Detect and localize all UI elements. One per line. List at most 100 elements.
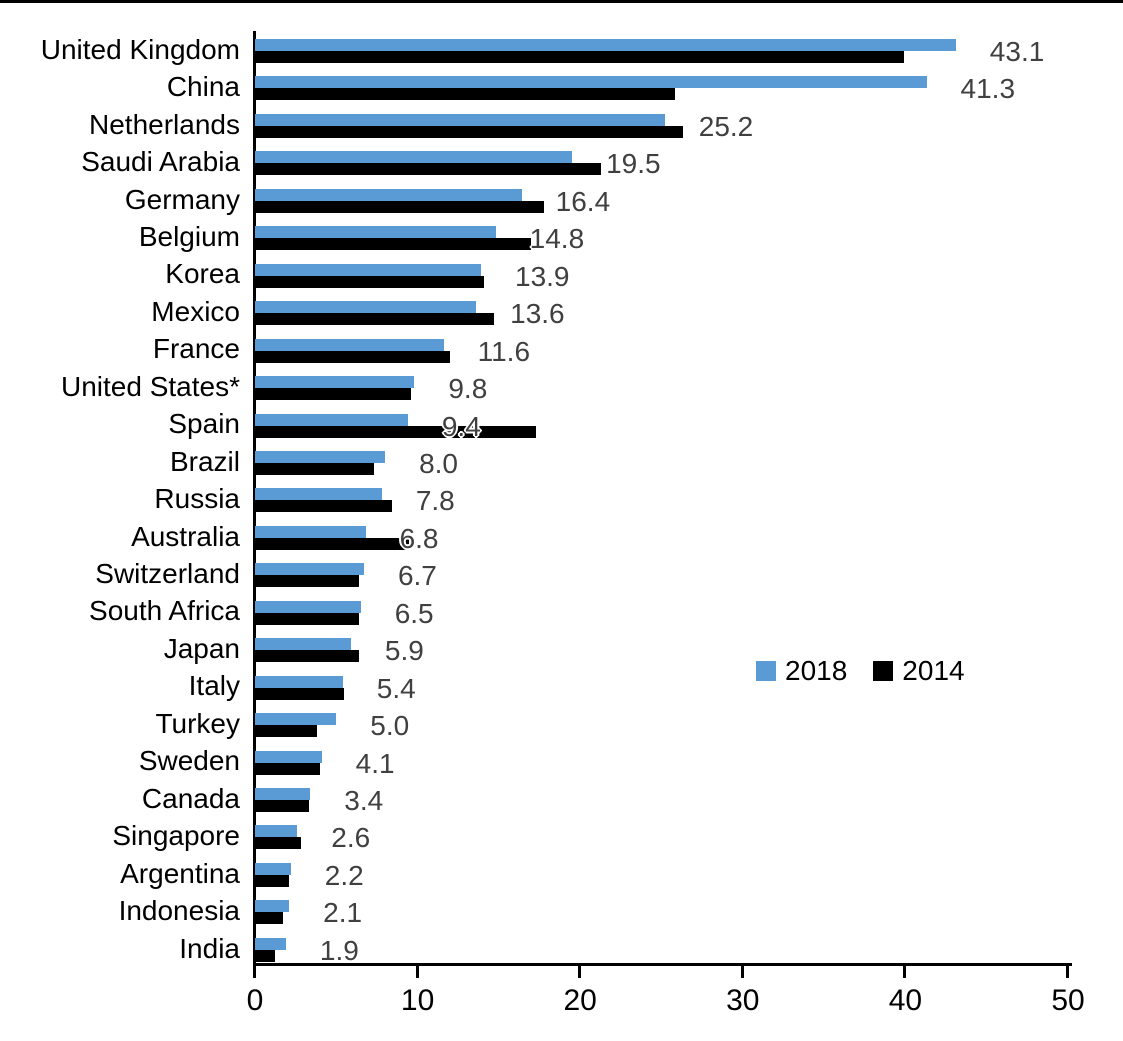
category-label: France [152,333,240,365]
bar-2014 [255,650,360,663]
x-axis-tick [903,966,907,978]
category-label: South Africa [89,595,240,627]
legend-label-2018: 2018 [785,655,848,686]
bar-2018 [255,675,343,688]
legend: 2018 2014 [756,656,965,686]
bar-2018 [255,39,956,51]
category-label: Germany [124,183,240,215]
bar-2014 [255,125,683,138]
top-border-rule [0,0,1123,3]
legend-item-2014: 2014 [873,655,965,686]
bar-2018 [255,450,386,463]
category-label: United States* [61,370,240,402]
bar-2014 [255,163,602,176]
value-label-2018: 43.1 [989,36,1045,67]
bar-2018 [255,900,290,913]
category-label: Belgium [138,220,240,252]
bar-2014 [255,425,537,438]
bar-2014 [255,575,360,588]
y-axis-line [253,31,256,966]
bar-2018 [255,750,322,763]
legend-swatch-2018-icon [756,661,776,681]
value-label-2018: 16.4 [555,185,611,217]
value-label-2018: 9.8 [448,373,488,405]
category-label: China [166,71,240,103]
category-label: Brazil [169,445,240,477]
value-label-2018: 3.4 [344,785,384,816]
bar-2018 [255,825,298,838]
bar-2014 [255,537,410,550]
x-axis-tick [253,966,256,978]
x-axis-tick-label: 40 [888,984,923,1017]
bar-2014 [255,762,321,775]
value-label-2018: 8.0 [419,447,459,479]
bar-2018 [255,563,364,576]
bar-2014 [255,88,675,101]
x-axis-tick [740,966,744,978]
value-label-2018: 2.6 [331,822,371,854]
bar-2018 [255,488,382,501]
bar-2014 [255,238,532,251]
bar-2018 [255,226,496,239]
bar-2018 [255,713,337,726]
category-label: United Kingdom [40,33,240,65]
legend-swatch-2014-icon [873,661,894,681]
value-label-2018: 6.5 [394,597,434,629]
bar-2018 [255,937,286,950]
category-label: Singapore [112,820,240,852]
bar-2018 [255,338,444,351]
value-label-2018: 6.7 [397,560,437,592]
value-label-2018: 11.6 [477,335,531,367]
bar-2014 [255,912,283,925]
bar-2014 [255,800,309,812]
x-axis-tick [1066,966,1069,978]
x-axis-tick-label: 10 [400,984,435,1017]
bar-2014 [255,612,360,625]
bar-2018 [255,638,351,651]
value-label-2018: 13.6 [510,298,565,330]
bar-2014 [255,725,317,738]
bar-2014 [255,388,412,401]
legend-item-2018: 2018 [756,656,847,686]
bar-2018 [255,263,481,276]
value-label-2018: 1.9 [319,934,359,966]
bar-2018 [255,113,665,126]
value-label-2018: 2.1 [323,897,363,929]
value-label-2018: 2.2 [324,859,364,891]
category-label: Turkey [155,707,240,739]
category-label: Saudi Arabia [81,146,240,178]
category-label: Sweden [138,745,240,777]
category-label: Spain [168,408,240,440]
x-axis-line [253,963,1072,966]
category-label: Indonesia [118,895,240,927]
value-label-2018: 13.9 [515,260,570,292]
value-label-2018: 5.0 [370,710,410,742]
bar-2014 [255,313,495,326]
bar-2014 [255,500,392,513]
category-label: Japan [163,632,240,664]
bar-2014 [255,837,301,850]
bar-2018 [255,600,361,613]
bar-2014 [255,275,485,288]
bar-2014 [255,462,374,475]
category-label: Italy [188,670,240,702]
value-label-2018: 5.4 [376,672,416,704]
bar-2018 [255,788,311,800]
bar-2014 [255,200,545,213]
category-label: Korea [165,258,240,290]
bar-2018 [255,188,522,201]
bar-2018 [255,862,291,875]
bar-2014 [255,51,904,63]
bar-2018 [255,301,477,314]
value-label-2018: 6.8 [399,522,439,554]
category-label: Russia [154,483,240,515]
bar-2018 [255,376,415,389]
category-label: Canada [141,782,240,814]
category-label: Australia [131,520,240,552]
value-label-2018: 5.9 [384,635,424,667]
bar-2018 [255,525,366,538]
value-label-2018: 7.8 [415,485,455,517]
bar-2018 [255,151,573,164]
legend-label-2014: 2014 [902,655,965,686]
bar-2014 [255,350,451,363]
